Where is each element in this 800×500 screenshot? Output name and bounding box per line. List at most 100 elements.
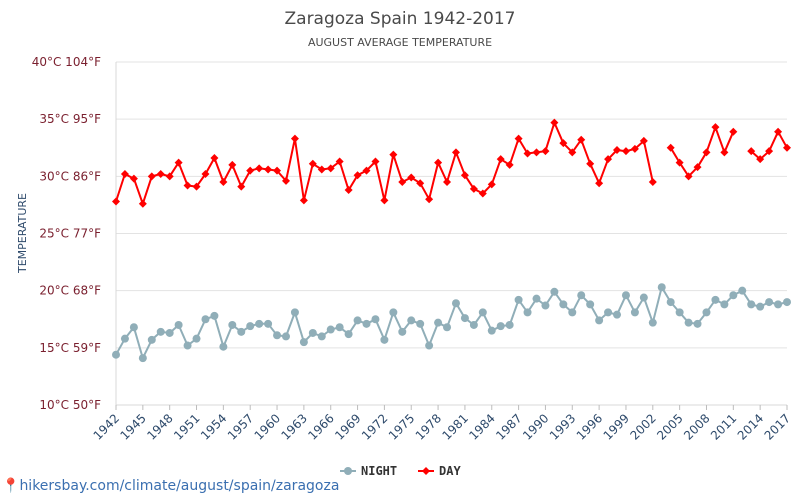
legend-item-night[interactable]: NIGHT [340, 464, 397, 478]
data-point-night[interactable] [174, 320, 183, 329]
data-point-night[interactable] [586, 300, 595, 309]
data-point-day[interactable] [711, 123, 720, 132]
data-point-day[interactable] [264, 165, 273, 174]
data-point-night[interactable] [496, 322, 505, 331]
data-point-day[interactable] [326, 164, 335, 173]
data-point-day[interactable] [729, 127, 738, 136]
data-point-day[interactable] [407, 173, 416, 182]
data-point-night[interactable] [783, 298, 791, 307]
data-point-day[interactable] [514, 134, 523, 143]
data-point-night[interactable] [380, 335, 389, 344]
data-point-day[interactable] [425, 195, 434, 204]
data-point-night[interactable] [434, 318, 443, 327]
data-point-day[interactable] [147, 172, 156, 181]
data-point-day[interactable] [621, 147, 630, 156]
data-point-day[interactable] [317, 165, 326, 174]
data-point-night[interactable] [469, 320, 478, 329]
data-point-day[interactable] [416, 179, 425, 188]
data-point-day[interactable] [112, 197, 120, 206]
data-point-night[interactable] [344, 330, 353, 339]
data-point-day[interactable] [451, 148, 460, 157]
data-point-day[interactable] [648, 178, 657, 187]
data-point-night[interactable] [156, 327, 165, 336]
data-point-night[interactable] [389, 308, 398, 317]
data-point-night[interactable] [416, 319, 425, 328]
data-point-day[interactable] [371, 157, 380, 166]
data-point-night[interactable] [478, 308, 487, 317]
data-point-night[interactable] [219, 342, 228, 351]
data-point-day[interactable] [398, 178, 407, 187]
data-point-day[interactable] [460, 171, 469, 180]
data-point-day[interactable] [344, 186, 353, 195]
data-point-night[interactable] [666, 298, 675, 307]
legend[interactable]: NIGHT DAY [340, 464, 461, 478]
data-point-night[interactable] [621, 291, 630, 300]
data-point-night[interactable] [451, 299, 460, 308]
source-link[interactable]: 📍hikersbay.com/climate/august/spain/zara… [2, 478, 339, 494]
data-point-night[interactable] [460, 314, 469, 323]
data-point-night[interactable] [523, 308, 532, 317]
data-point-day[interactable] [595, 179, 604, 188]
data-point-night[interactable] [639, 293, 648, 302]
data-point-night[interactable] [613, 310, 622, 319]
data-point-day[interactable] [487, 180, 496, 189]
data-point-night[interactable] [541, 301, 550, 310]
data-point-night[interactable] [138, 354, 147, 363]
data-point-day[interactable] [577, 135, 586, 144]
data-point-night[interactable] [756, 302, 765, 311]
data-point-night[interactable] [129, 323, 138, 332]
data-point-day[interactable] [675, 158, 684, 167]
data-point-night[interactable] [711, 295, 720, 304]
data-point-day[interactable] [246, 166, 255, 175]
data-point-day[interactable] [496, 155, 505, 164]
data-point-day[interactable] [192, 182, 201, 191]
data-point-day[interactable] [201, 170, 210, 179]
data-point-day[interactable] [613, 146, 622, 155]
data-point-day[interactable] [586, 159, 595, 168]
data-point-night[interactable] [192, 334, 201, 343]
data-point-day[interactable] [434, 158, 443, 167]
data-point-day[interactable] [165, 172, 174, 181]
data-point-night[interactable] [505, 320, 514, 329]
data-point-day[interactable] [228, 160, 237, 169]
data-point-day[interactable] [219, 178, 228, 187]
data-point-night[interactable] [604, 308, 613, 317]
data-point-night[interactable] [532, 294, 541, 303]
data-point-night[interactable] [550, 287, 559, 296]
data-point-night[interactable] [684, 318, 693, 327]
data-point-night[interactable] [720, 300, 729, 309]
data-point-day[interactable] [604, 155, 613, 164]
data-point-night[interactable] [308, 328, 317, 337]
data-point-night[interactable] [228, 320, 237, 329]
data-point-night[interactable] [201, 315, 210, 324]
data-point-day[interactable] [362, 166, 371, 175]
data-point-night[interactable] [112, 350, 120, 359]
data-point-night[interactable] [595, 316, 604, 325]
data-point-night[interactable] [246, 322, 255, 331]
data-point-day[interactable] [532, 148, 541, 157]
data-point-night[interactable] [210, 311, 219, 320]
data-point-day[interactable] [756, 155, 765, 164]
data-point-night[interactable] [559, 300, 568, 309]
data-point-day[interactable] [765, 147, 774, 156]
data-point-day[interactable] [684, 172, 693, 181]
source-text[interactable]: hikersbay.com/climate/august/spain/zarag… [19, 478, 340, 494]
data-point-day[interactable] [478, 189, 487, 198]
data-point-day[interactable] [335, 157, 344, 166]
data-point-day[interactable] [523, 149, 532, 158]
data-point-day[interactable] [237, 182, 246, 191]
data-point-day[interactable] [156, 170, 165, 179]
data-point-night[interactable] [425, 341, 434, 350]
data-point-night[interactable] [487, 326, 496, 335]
data-point-night[interactable] [264, 319, 273, 328]
data-point-day[interactable] [273, 166, 282, 175]
data-point-day[interactable] [353, 171, 362, 180]
data-point-night[interactable] [290, 308, 299, 317]
data-point-night[interactable] [273, 331, 282, 340]
data-point-day[interactable] [129, 174, 138, 183]
data-point-day[interactable] [550, 118, 559, 127]
data-point-night[interactable] [362, 319, 371, 328]
data-point-day[interactable] [255, 164, 264, 173]
data-point-night[interactable] [702, 308, 711, 317]
data-point-night[interactable] [657, 283, 666, 292]
